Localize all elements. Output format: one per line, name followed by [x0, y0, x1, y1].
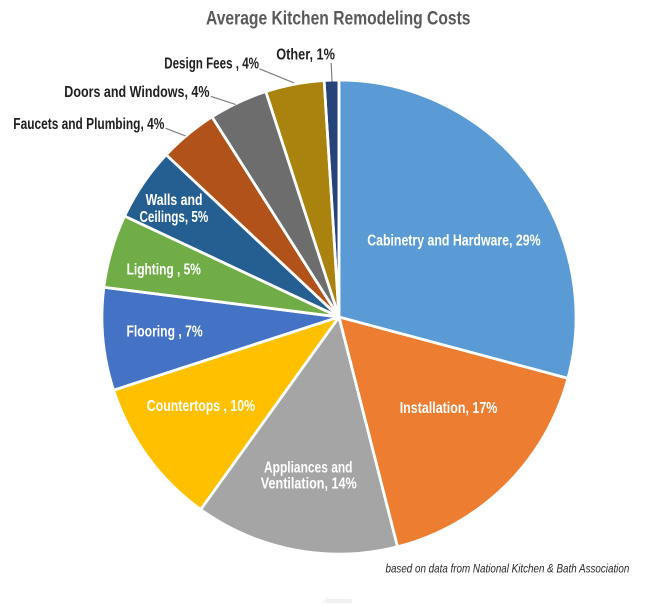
svg-text:Ventilation, 14%: Ventilation, 14% — [261, 476, 357, 493]
svg-text:Countertops , 10%: Countertops , 10% — [147, 398, 255, 415]
svg-text:Doors and Windows, 4%: Doors and Windows, 4% — [64, 84, 209, 101]
svg-text:Flooring , 7%: Flooring , 7% — [127, 324, 203, 341]
svg-text:Other, 1%: Other, 1% — [276, 46, 335, 63]
svg-text:Faucets and Plumbing, 4%: Faucets and Plumbing, 4% — [13, 116, 164, 133]
svg-text:based on data from National Ki: based on data from National Kitchen & Ba… — [386, 561, 630, 575]
svg-text:Installation, 17%: Installation, 17% — [400, 400, 498, 417]
svg-text:Ceilings, 5%: Ceilings, 5% — [140, 209, 209, 226]
svg-text:Walls and: Walls and — [146, 192, 203, 209]
svg-text:Cabinetry and Hardware, 29%: Cabinetry and Hardware, 29% — [367, 233, 541, 250]
svg-text:Design Fees , 4%: Design Fees , 4% — [164, 55, 259, 72]
svg-text:Lighting , 5%: Lighting , 5% — [127, 262, 201, 279]
svg-text:Appliances and: Appliances and — [264, 460, 353, 477]
svg-text:Average Kitchen Remodeling Cos: Average Kitchen Remodeling Costs — [206, 9, 471, 30]
